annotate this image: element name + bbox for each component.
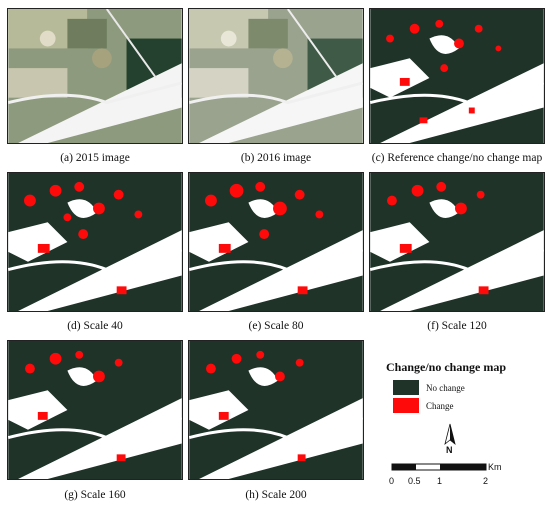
satellite-image-2016 xyxy=(189,9,363,143)
caption-b: (b) 2016 image xyxy=(240,152,312,164)
scale-tick-0: 0 xyxy=(389,476,394,486)
caption-c: (c) Reference change/no change map xyxy=(371,152,543,164)
reference-change-map xyxy=(370,9,544,143)
legend-label-change: Change xyxy=(426,401,454,411)
caption-h: (h) Scale 200 xyxy=(245,489,307,501)
change-map-scale-120 xyxy=(370,173,544,311)
panel-scale-160 xyxy=(7,340,183,480)
panel-reference-map xyxy=(369,8,545,144)
caption-e: (e) Scale 80 xyxy=(248,320,304,332)
satellite-image-2015 xyxy=(8,9,182,143)
panel-2016-image xyxy=(188,8,364,144)
caption-a: (a) 2015 image xyxy=(60,152,130,164)
panel-scale-80 xyxy=(188,172,364,312)
north-arrow-label: N xyxy=(446,445,453,455)
panel-2015-image xyxy=(7,8,183,144)
legend-label-no-change: No change xyxy=(426,383,465,393)
panel-scale-120 xyxy=(369,172,545,312)
caption-f: (f) Scale 120 xyxy=(427,320,487,332)
change-map-scale-160 xyxy=(8,341,182,479)
change-map-scale-80 xyxy=(189,173,363,311)
legend-swatch-change xyxy=(393,398,419,413)
legend-swatch-no-change xyxy=(393,380,419,395)
scale-tick-2: 2 xyxy=(483,476,488,486)
legend-title: Change/no change map xyxy=(386,360,507,374)
caption-d: (d) Scale 40 xyxy=(67,320,123,332)
scale-tick-1: 1 xyxy=(437,476,442,486)
north-arrow-icon: N xyxy=(440,422,460,458)
panel-scale-40 xyxy=(7,172,183,312)
panel-scale-200 xyxy=(188,340,364,480)
change-map-scale-40 xyxy=(8,173,182,311)
scale-bar-unit: Km xyxy=(488,462,502,472)
caption-g: (g) Scale 160 xyxy=(64,489,126,501)
scale-tick-05: 0.5 xyxy=(408,476,421,486)
change-map-scale-200 xyxy=(189,341,363,479)
scale-bar: Km 0 0.5 1 2 xyxy=(389,462,502,486)
